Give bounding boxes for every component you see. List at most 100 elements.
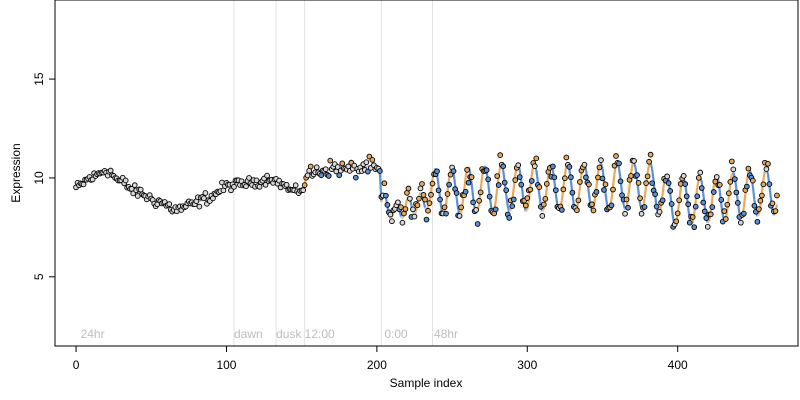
data-point [665, 180, 672, 186]
annotation-label: 0:00 [384, 327, 408, 341]
data-point [733, 189, 740, 196]
data-point [437, 196, 443, 203]
data-point [707, 211, 714, 218]
data-point [759, 192, 765, 199]
data-point [701, 208, 708, 215]
data-point [262, 181, 269, 188]
data-point [552, 187, 559, 194]
data-point [695, 175, 702, 181]
data-point [622, 210, 628, 217]
data-point [515, 162, 522, 168]
series-segment [479, 176, 484, 190]
data-point [680, 173, 687, 179]
data-point [634, 172, 640, 178]
x-tick-label: 300 [517, 358, 537, 372]
annotation-label: 12:00 [305, 327, 335, 341]
data-point [527, 186, 534, 193]
data-point [398, 204, 404, 210]
series-segment [535, 169, 539, 182]
data-point [581, 161, 588, 168]
data-point [447, 171, 454, 178]
data-point [425, 207, 431, 214]
data-point [646, 158, 652, 165]
data-point [683, 193, 690, 200]
series-segment [455, 197, 460, 210]
data-point [411, 213, 418, 220]
data-point [201, 195, 207, 202]
data-point [583, 174, 589, 181]
data-point [700, 199, 707, 206]
data-point [727, 179, 734, 185]
series-segment [751, 186, 756, 200]
series-segment [611, 173, 616, 187]
x-tick-label: 100 [216, 358, 236, 372]
data-point [485, 176, 492, 183]
data-point [334, 164, 341, 170]
data-point [301, 182, 308, 188]
data-point [369, 157, 376, 163]
data-point [327, 157, 334, 164]
data-point [728, 158, 735, 165]
data-point [387, 211, 394, 218]
data-point [501, 179, 508, 186]
data-point [713, 174, 720, 180]
data-point [682, 181, 689, 187]
data-point [416, 195, 422, 202]
series-segment [756, 213, 760, 217]
data-point [613, 153, 619, 159]
data-point [492, 206, 499, 213]
data-point [510, 196, 517, 203]
series-segment [452, 173, 457, 185]
data-point [616, 160, 622, 167]
data-point [410, 206, 416, 213]
data-point [253, 177, 260, 184]
data-point [483, 167, 490, 173]
data-point [625, 204, 631, 211]
data-point [450, 168, 457, 174]
series-segment [563, 165, 568, 175]
data-point [716, 182, 723, 188]
data-point [673, 218, 680, 225]
data-point [563, 154, 570, 161]
data-point [456, 213, 463, 219]
data-point [516, 174, 523, 180]
data-point [692, 203, 699, 210]
data-point [704, 223, 711, 230]
series-segment [508, 209, 512, 213]
data-point [446, 181, 452, 188]
data-point [694, 193, 701, 200]
data-point [246, 175, 252, 181]
data-point [668, 201, 675, 207]
series-segment [670, 206, 675, 219]
series-segment [617, 168, 622, 180]
data-point [283, 181, 290, 188]
data-point [631, 158, 637, 164]
data-point [766, 181, 773, 187]
y-axis: 5 10 15 [32, 72, 56, 280]
data-point [524, 195, 531, 201]
data-point [750, 177, 756, 184]
series-segment [541, 208, 545, 212]
data-point [435, 187, 442, 194]
data-point [760, 181, 767, 188]
series-segment [651, 168, 655, 181]
data-point [589, 201, 595, 208]
data-point [722, 216, 729, 222]
data-point [533, 155, 540, 162]
data-point [751, 202, 758, 209]
series-segment [626, 185, 631, 199]
data-point [617, 178, 624, 185]
data-point [698, 185, 705, 191]
data-point [339, 160, 346, 167]
data-point [464, 167, 470, 173]
data-point [599, 175, 606, 182]
data-point [703, 215, 710, 221]
data-point [423, 216, 430, 223]
data-point [737, 219, 744, 226]
data-point [598, 157, 604, 163]
data-point [228, 187, 234, 194]
data-point [402, 206, 409, 212]
series-line [75, 161, 779, 226]
data-point [685, 201, 692, 208]
series-segment [538, 194, 542, 206]
